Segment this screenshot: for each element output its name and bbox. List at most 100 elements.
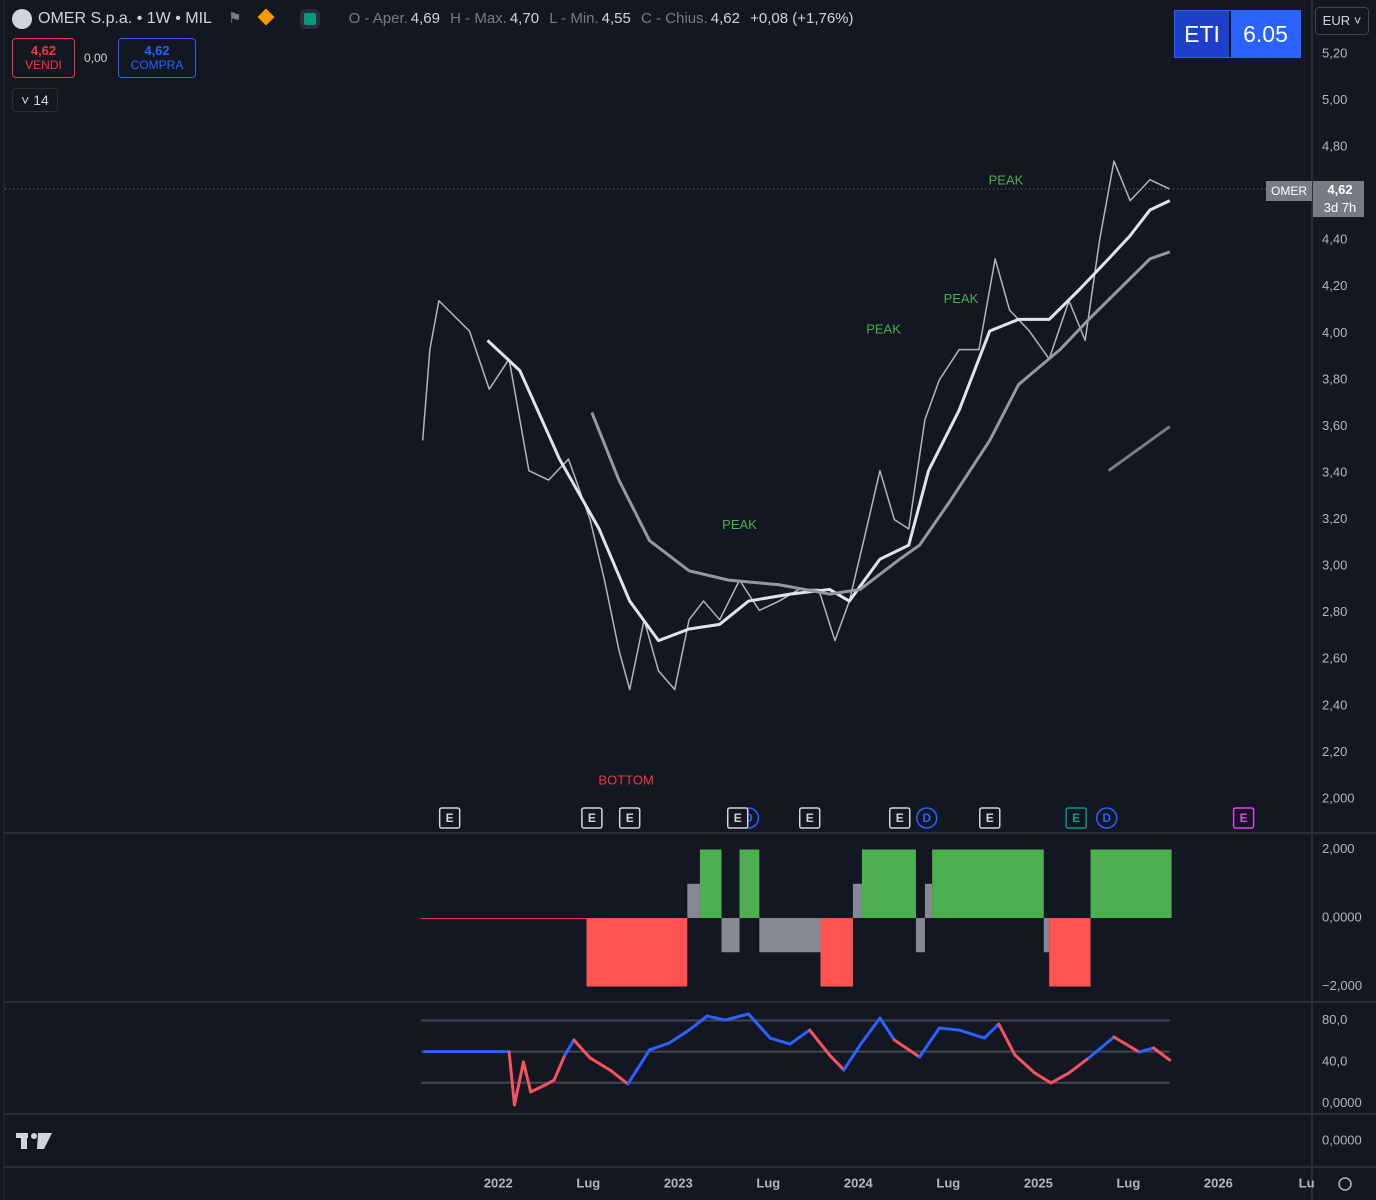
x-tick-label: Lug [756,1175,780,1190]
annotation: PEAK [866,321,901,336]
indicators-toggle[interactable]: ˅ 14 [12,88,58,112]
event-marker[interactable]: D [1096,807,1118,829]
histogram-bar [1049,918,1091,987]
oscillator-segment [572,1038,592,1060]
badge-name: ETI [1175,11,1229,57]
oscillator-segment [808,1028,832,1057]
sell-button[interactable]: 4,62 VENDI [12,38,75,78]
y-tick-label: 2,60 [1322,651,1347,666]
event-marker[interactable]: E [798,807,821,829]
oscillator-segment [529,1083,547,1094]
y-tick-label: 2,40 [1322,697,1347,712]
oscillator-segment [543,1078,556,1087]
oscillator-segment [997,1022,1017,1057]
price-line [590,250,1171,596]
event-marker[interactable]: E [726,807,749,829]
histogram-bar [420,918,587,920]
sell-price: 4,62 [30,43,57,58]
x-tick-label: 2022 [484,1175,513,1190]
close-label: C - Chius. [641,10,708,27]
y-tick-label: 3,80 [1322,371,1347,386]
event-label: E [986,811,994,825]
flag-icon[interactable]: ⚑ [228,10,242,27]
x-tick-label: 2024 [844,1175,874,1190]
event-marker[interactable]: E [979,807,1001,829]
annotation: PEAK [944,291,979,306]
oscillator-segment [512,1060,525,1107]
oscillator-segment [878,1016,896,1042]
currency-select[interactable]: EUR ˅ [1315,7,1369,35]
event-icon [726,807,749,829]
annotation: PEAK [989,172,1024,187]
event-label: D [1102,811,1111,825]
event-marker[interactable]: E [581,807,603,829]
histogram-bar [687,883,700,919]
price-label-value: 4,62 [1327,182,1353,197]
event-label: E [896,811,904,825]
settings-icon[interactable] [1338,1177,1352,1191]
oscillator-segment [1137,1046,1156,1054]
sell-label: VENDI [25,58,62,72]
status-dot [300,9,321,30]
oscillator-segment [892,1038,922,1059]
price-label: 4,62 3d 7h [1316,181,1364,217]
event-marker[interactable]: E [438,807,461,829]
event-marker[interactable]: D [915,807,938,829]
change-value: +0,08 (+1,76%) [750,10,854,27]
high-label: H - Max. [450,10,507,27]
y-tick-label: 2,000 [1322,841,1355,856]
oscillator-segment [858,1016,882,1047]
open-label: O - Aper. [348,10,408,27]
event-marker[interactable]: E [1065,807,1087,829]
y-tick-label: 3,00 [1322,558,1347,573]
event-icon [1096,807,1118,829]
event-marker[interactable]: E [888,807,911,829]
oscillator-segment [1013,1053,1037,1075]
diamond-icon[interactable] [257,8,275,26]
event-label: E [446,811,454,825]
y-tick-label: 2,20 [1322,744,1347,759]
x-tick-label: 2025 [1024,1175,1053,1190]
oscillator-segment [747,1012,772,1040]
oscillator-segment [828,1053,846,1072]
symbol-header: OMER S.p.a. • 1W • MIL ⚑ O - Aper. 4,69 H… [12,8,854,30]
histogram-bar [721,918,740,953]
x-tick-label: Lu [1299,1175,1315,1190]
oscillator-segment [647,1041,671,1052]
x-tick-label: Lug [576,1175,600,1190]
badge-value: 6.05 [1229,11,1300,57]
event-icon [888,807,911,829]
oscillator-segment [1067,1056,1091,1075]
oscillator-segment [1033,1071,1053,1085]
oscillator-segment [507,1050,516,1107]
high-value: 4,70 [509,10,540,27]
oscillator-segment [552,1053,567,1082]
y-tick-label: 4,80 [1322,139,1347,154]
event-marker[interactable]: E [618,807,641,829]
low-label: L - Min. [549,10,599,27]
oscillator-segment [563,1038,576,1057]
y-tick-label: 0,0000 [1322,1095,1362,1110]
event-label: E [626,811,634,825]
close-value: 4,62 [710,10,740,27]
x-tick-label: 2026 [1204,1175,1233,1190]
low-value: 4,55 [601,10,631,27]
event-icon [798,807,821,829]
y-tick-label: 0,0000 [1322,909,1362,924]
y-tick-label: 3,20 [1322,511,1347,526]
oscillator-segment [768,1036,792,1046]
symbol[interactable]: OMER S.p.a. • 1W • MIL [38,10,212,27]
event-icon [1232,807,1255,829]
event-label: E [588,811,596,825]
oscillator-segment [1049,1071,1071,1085]
indicators-count: 14 [33,92,49,108]
buy-label: COMPRA [130,58,184,72]
event-icon [915,807,938,829]
buy-button[interactable]: 4,62 COMPRA [118,38,196,78]
y-tick-label: 4,20 [1322,278,1347,293]
y-tick-label: 5,20 [1322,45,1347,60]
event-marker[interactable]: E [1232,807,1255,829]
